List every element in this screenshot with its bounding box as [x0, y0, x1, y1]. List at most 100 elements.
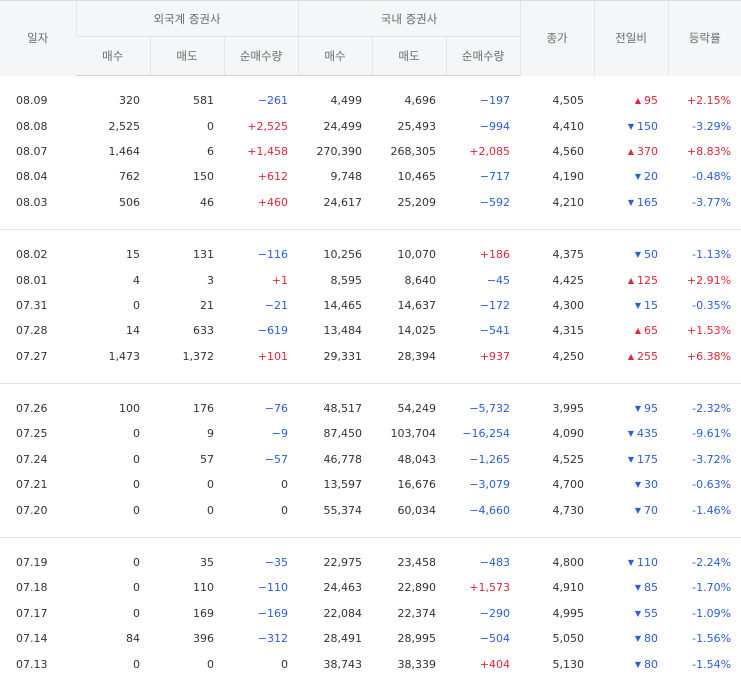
foreign-net-cell: +2,525	[247, 119, 289, 133]
rate-cell: -1.70%	[692, 581, 732, 595]
triangle-down-icon: ▼	[634, 404, 642, 414]
close-cell: 4,250	[552, 349, 585, 363]
foreign-net-cell: −169	[257, 606, 289, 620]
foreign-net-cell: −312	[257, 632, 289, 646]
change-value: 95	[644, 94, 659, 108]
close-cell: 4,090	[552, 427, 585, 441]
foreign-net-cell: 0	[281, 503, 289, 517]
rate-cell: -2.24%	[692, 556, 732, 570]
domestic-sell-cell: 10,465	[397, 170, 437, 184]
close-cell: 3,995	[552, 402, 585, 416]
date-cell: 07.18	[16, 581, 48, 595]
domestic-sell-cell: 4,696	[404, 94, 437, 108]
foreign-buy-cell: 0	[133, 556, 140, 570]
change-cell: ▼ 110	[594, 550, 668, 575]
close-cell: 4,375	[552, 248, 585, 262]
foreign-sell-cell: 1,372	[182, 349, 215, 363]
domestic-buy-cell: 22,084	[323, 606, 363, 620]
foreign-buy-cell: 506	[119, 195, 140, 209]
rate-cell: +1.53%	[686, 324, 732, 338]
foreign-buy-cell: 1,464	[108, 144, 141, 158]
triangle-up-icon: ▲	[627, 275, 635, 285]
change-value: 30	[644, 478, 659, 492]
table-row: 08.09 320 581 −261 4,499 4,696 −197 4,505 ▲ 95 +2.…	[0, 88, 741, 113]
spacer-cell	[0, 229, 741, 242]
table-row: 08.07 1,464 6 +1,458 270,390 268,305 +2,085 4,5…	[0, 139, 741, 164]
triangle-down-icon: ▼	[634, 659, 642, 669]
foreign-buy-cell: 15	[126, 248, 140, 262]
header-domestic-buy: 매수	[297, 36, 373, 76]
domestic-sell-cell: 22,374	[397, 606, 437, 620]
rate-cell: +2.91%	[686, 273, 732, 287]
domestic-buy-cell: 29,331	[323, 349, 363, 363]
change-cell: ▲ 370	[594, 139, 668, 164]
domestic-buy-cell: 55,374	[323, 503, 363, 517]
foreign-net-cell: +101	[257, 349, 289, 363]
foreign-buy-cell: 762	[119, 170, 140, 184]
change-cell: ▼ 80	[594, 626, 668, 651]
rate-cell: -0.63%	[692, 478, 732, 492]
header-date: 일자	[0, 0, 76, 76]
change-value: 65	[644, 324, 659, 338]
close-cell: 4,560	[552, 144, 585, 158]
close-cell: 4,410	[552, 119, 585, 133]
rate-cell: -3.77%	[692, 195, 732, 209]
table-row: 07.21 0 0 0 13,597 16,676 −3,079 4,700 ▼ 30 -0.63%	[0, 472, 741, 497]
domestic-buy-cell: 9,748	[330, 170, 363, 184]
date-cell: 07.24	[16, 452, 48, 466]
foreign-net-cell: −619	[257, 324, 289, 338]
rate-cell: -1.54%	[692, 657, 732, 671]
rate-cell: -0.48%	[692, 170, 732, 184]
change-cell: ▼ 50	[594, 242, 668, 267]
change-cell: ▼ 80	[594, 651, 668, 676]
domestic-net-cell: +404	[479, 657, 511, 671]
change-value: 85	[644, 581, 659, 595]
rate-cell: -2.32%	[692, 402, 732, 416]
domestic-sell-cell: 60,034	[397, 503, 437, 517]
domestic-sell-cell: 25,493	[397, 119, 437, 133]
header-domestic-net: 순매수량	[445, 36, 521, 76]
domestic-sell-cell: 8,640	[404, 273, 437, 287]
rate-cell: -0.35%	[692, 298, 732, 312]
foreign-sell-cell: 35	[200, 556, 214, 570]
domestic-sell-cell: 38,339	[397, 657, 437, 671]
header-change: 전일비	[593, 0, 669, 76]
domestic-net-cell: −45	[486, 273, 511, 287]
date-cell: 07.25	[16, 427, 48, 441]
domestic-net-cell: +937	[479, 349, 511, 363]
domestic-buy-cell: 24,463	[323, 581, 363, 595]
triangle-down-icon: ▼	[627, 197, 635, 207]
change-value: 165	[637, 195, 659, 209]
table-body: 08.09 320 581 −261 4,499 4,696 −197 4,505 ▲ 95 +2.…	[0, 76, 741, 689]
domestic-net-cell: +2,085	[469, 144, 511, 158]
header-domestic-brokers: 국내 증권사	[297, 0, 521, 37]
close-cell: 4,700	[552, 478, 585, 492]
change-value: 55	[644, 606, 659, 620]
foreign-net-cell: −35	[264, 556, 289, 570]
table-row: 08.03 506 46 +460 24,617 25,209 −592 4,210 ▼ 165 -…	[0, 190, 741, 215]
rate-cell: -1.13%	[692, 248, 732, 262]
triangle-up-icon: ▲	[627, 351, 635, 361]
foreign-sell-cell: 0	[207, 503, 214, 517]
date-cell: 08.02	[16, 248, 48, 262]
foreign-net-cell: −110	[257, 581, 289, 595]
separator-cell	[0, 522, 741, 538]
foreign-buy-cell: 0	[133, 581, 140, 595]
table-row: 08.04 762 150 +612 9,748 10,465 −717 4,190 ▼ 20 -0…	[0, 164, 741, 189]
domestic-sell-cell: 22,890	[397, 581, 437, 595]
domestic-buy-cell: 46,778	[323, 452, 363, 466]
table-header: 일자 외국계 증권사 국내 증권사 종가 전일비 등락률 매수 매도 순매수량 …	[0, 0, 741, 76]
date-cell: 07.20	[16, 503, 48, 517]
change-cell: ▼ 165	[594, 190, 668, 215]
group-separator	[0, 522, 741, 538]
foreign-buy-cell: 2,525	[108, 119, 141, 133]
foreign-buy-cell: 100	[119, 402, 140, 416]
group-separator	[0, 677, 741, 689]
foreign-sell-cell: 131	[193, 248, 214, 262]
change-cell: ▲ 65	[594, 318, 668, 343]
date-cell: 07.21	[16, 478, 48, 492]
domestic-buy-cell: 13,597	[323, 478, 363, 492]
table-row: 08.01 4 3 +1 8,595 8,640 −45 4,425 ▲ 125 +2.91%	[0, 267, 741, 292]
domestic-net-cell: −717	[479, 170, 511, 184]
